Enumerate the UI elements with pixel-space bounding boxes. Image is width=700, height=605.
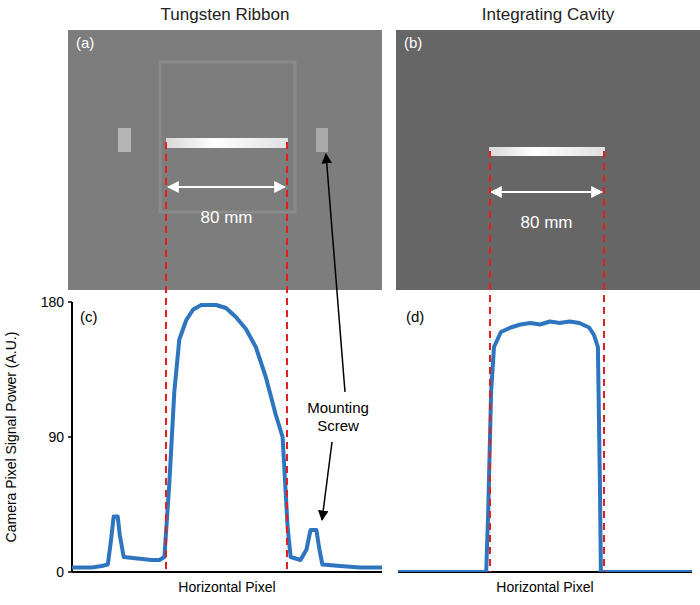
image-background [68,30,382,290]
chart-panel: (d) Horizontal Pixel [398,308,692,595]
plot-area [398,322,692,573]
y-tick-label: 90 [48,429,64,445]
callout-arrow [322,442,332,520]
column-title: Integrating Cavity [482,5,615,24]
y-tick [68,436,72,438]
image-background [396,30,700,290]
callout-background [300,396,376,438]
panel-label: (c) [80,308,98,325]
cavity-slit [489,147,605,156]
column-title: Tungsten Ribbon [161,5,290,24]
guide-line [165,142,167,572]
image-frame [160,62,295,212]
dimension-arrow [491,191,602,193]
screw [316,128,328,152]
y-axis-title: Camera Pixel Signal Power (A.U.) [3,332,19,543]
guide-line [489,151,491,572]
x-axis-title: Horizontal Pixel [178,579,275,595]
y-tick-label: 180 [41,294,65,310]
guide-line [603,151,605,572]
dimension-label: 80 mm [201,208,253,227]
signal-line [72,305,382,568]
panel-label: (b) [404,34,422,51]
y-tick [68,301,72,303]
plot-area [72,305,382,568]
x-axis [72,571,382,573]
x-axis-title: Horizontal Pixel [496,579,593,595]
ribbon [166,138,288,148]
callout: MountingScrew [300,396,376,438]
callout-label: MountingScrew [307,399,369,434]
panel-label: (d) [406,308,424,325]
callout-arrow [326,154,345,392]
screw [118,128,131,152]
dimension-label: 80 mm [521,213,573,232]
callout-line: Screw [317,417,359,434]
chart-panel: 0 90 180 (c) Horizontal Pixel Camera Pixel Si… [3,294,382,595]
dimension-arrow [168,186,285,188]
panel-label: (a) [76,34,94,51]
y-tick [68,571,72,573]
figure: Tungsten Ribbon Integrating Cavity (a) 80 m… [0,0,700,605]
y-tick-label: 0 [56,564,64,580]
callout-line: Mounting [307,399,369,416]
guide-line [286,142,288,572]
signal-line [398,322,692,573]
